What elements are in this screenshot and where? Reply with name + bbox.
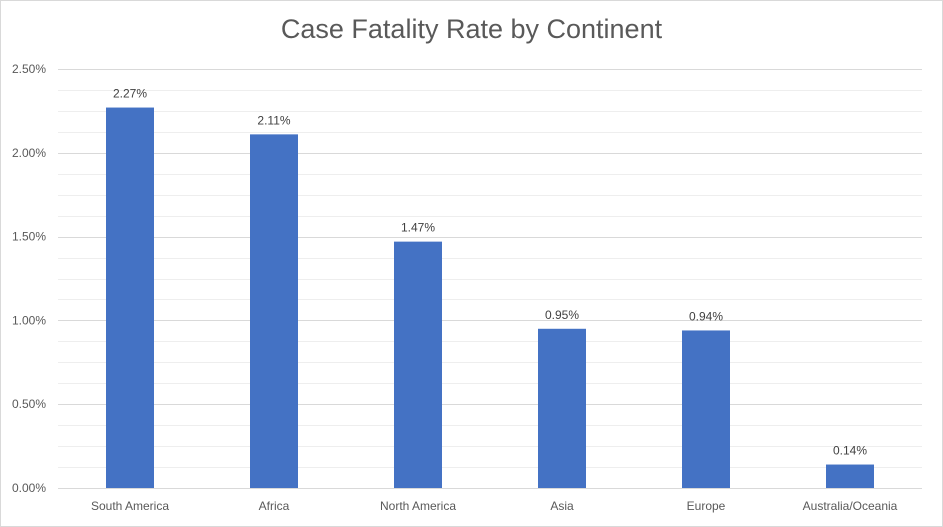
chart-title: Case Fatality Rate by Continent — [280, 14, 663, 44]
bar — [394, 241, 442, 488]
gridlines — [58, 69, 922, 489]
data-label: 0.95% — [545, 308, 579, 322]
y-tick-label: 0.50% — [12, 397, 46, 411]
x-category-label: North America — [380, 499, 456, 513]
data-label: 0.94% — [689, 309, 723, 323]
y-tick-label: 0.00% — [12, 481, 46, 495]
bar — [682, 330, 730, 488]
bar — [538, 328, 586, 488]
x-category-label: South America — [91, 499, 169, 513]
y-tick-label: 2.00% — [12, 146, 46, 160]
y-tick-label: 1.50% — [12, 230, 46, 244]
x-category-label: Australia/Oceania — [803, 499, 898, 513]
data-label: 2.11% — [257, 113, 290, 127]
data-label: 0.14% — [833, 444, 867, 458]
y-axis-ticks: 0.00% 0.50% 1.00% 1.50% 2.00% 2.50% — [12, 62, 46, 495]
x-category-label: Africa — [259, 499, 290, 513]
x-category-label: Asia — [550, 499, 574, 513]
bars — [106, 107, 874, 488]
bar — [106, 107, 154, 488]
data-label: 2.27% — [113, 87, 147, 101]
bar — [826, 464, 874, 488]
y-tick-label: 2.50% — [12, 62, 46, 76]
bar — [250, 134, 298, 488]
x-axis-categories: South America Africa North America Asia Euro… — [91, 499, 898, 513]
y-tick-label: 1.00% — [12, 313, 46, 327]
data-label: 1.47% — [401, 221, 435, 235]
data-labels: 2.27% 2.11% 1.47% 0.95% 0.94% 0.14% — [113, 87, 867, 458]
x-category-label: Europe — [687, 499, 726, 513]
